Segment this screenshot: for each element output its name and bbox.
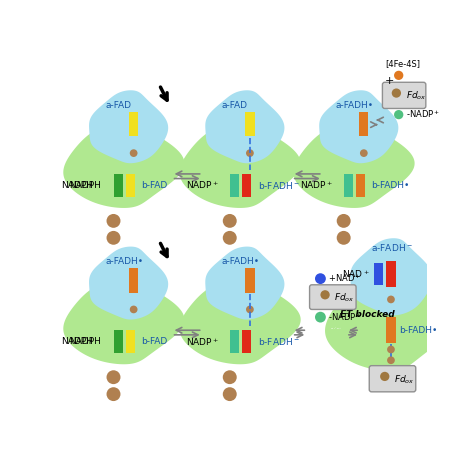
Circle shape [337,231,351,245]
Text: NADP$^+$: NADP$^+$ [186,180,219,191]
FancyBboxPatch shape [383,82,426,109]
Text: NADPH: NADPH [69,181,101,190]
Text: +: + [385,76,394,86]
Bar [245,111,255,136]
Text: NADP$^+$: NADP$^+$ [186,336,219,347]
Polygon shape [64,123,184,208]
Circle shape [372,374,385,387]
Text: a-FADH•: a-FADH• [106,257,144,266]
Circle shape [107,231,120,245]
Bar [126,330,135,353]
Circle shape [360,149,368,157]
Text: b-FADH•: b-FADH• [399,326,437,335]
Text: a-FADH•: a-FADH• [222,257,260,266]
Circle shape [320,290,330,300]
Circle shape [337,214,351,228]
Text: NADPH: NADPH [61,181,93,190]
Text: b-FAD: b-FAD [141,337,168,346]
Text: b-FADH$^-$: b-FADH$^-$ [258,180,300,191]
Bar [242,330,251,353]
Circle shape [246,306,254,313]
Text: [4Fe-4S]: [4Fe-4S] [385,59,420,68]
Bar [344,174,353,197]
Bar [230,330,239,353]
Bar [385,261,396,287]
Bar [113,174,123,197]
Text: a-FADH$^-$: a-FADH$^-$ [371,242,412,253]
Text: +NAD$^+$: +NAD$^+$ [328,273,361,284]
Circle shape [223,370,237,384]
Text: b-FAD: b-FAD [141,181,168,190]
Text: -NADP$^+$: -NADP$^+$ [328,311,362,323]
Text: ET blocked: ET blocked [340,310,394,319]
Circle shape [315,312,326,322]
Circle shape [387,356,395,364]
Text: Fd$_{ox}$: Fd$_{ox}$ [394,373,415,386]
Text: -NADP$^+$: -NADP$^+$ [406,109,440,120]
Text: a-FAD: a-FAD [222,101,248,110]
Circle shape [130,306,137,313]
Bar [113,330,123,353]
Circle shape [394,110,403,119]
Circle shape [130,149,137,157]
Circle shape [394,71,403,80]
Bar [242,174,251,197]
Bar [356,174,365,197]
Circle shape [223,387,237,401]
Text: b-FADH$^-$: b-FADH$^-$ [258,336,300,347]
Text: Fd$_{ox}$: Fd$_{ox}$ [406,90,426,102]
Polygon shape [205,246,284,319]
Circle shape [223,231,237,245]
Circle shape [246,149,254,157]
Text: b-FADH•: b-FADH• [372,181,410,190]
Bar [129,111,138,136]
Bar [245,268,255,292]
Circle shape [387,346,395,353]
Polygon shape [180,279,301,365]
Polygon shape [319,90,398,163]
Text: a-FAD: a-FAD [106,101,132,110]
Circle shape [392,89,401,98]
Bar [129,268,138,292]
Bar [230,174,239,197]
FancyBboxPatch shape [310,285,356,310]
Text: NAD$^+$: NAD$^+$ [342,268,370,280]
FancyBboxPatch shape [369,365,416,392]
Text: a-FADH•: a-FADH• [336,101,374,110]
Polygon shape [180,123,301,208]
Text: NADPH: NADPH [61,337,93,346]
Polygon shape [325,275,453,371]
Bar [374,263,383,285]
Bar [126,174,135,197]
Polygon shape [89,246,168,319]
Polygon shape [64,279,184,365]
Circle shape [380,372,390,381]
Circle shape [107,387,120,401]
Polygon shape [205,90,284,163]
Polygon shape [89,90,168,163]
Polygon shape [350,238,433,315]
Bar [359,111,368,136]
Bar [385,317,396,343]
Circle shape [387,296,395,303]
Polygon shape [293,123,415,208]
Circle shape [107,214,120,228]
Text: Fd$_{ox}$: Fd$_{ox}$ [334,292,355,304]
Circle shape [315,273,326,284]
Text: NADP$^+$... wait: NADP$^+$... wait [330,326,342,332]
Text: NADP$^+$: NADP$^+$ [300,180,333,191]
Circle shape [223,214,237,228]
Circle shape [107,370,120,384]
Text: NADPH: NADPH [69,337,101,346]
